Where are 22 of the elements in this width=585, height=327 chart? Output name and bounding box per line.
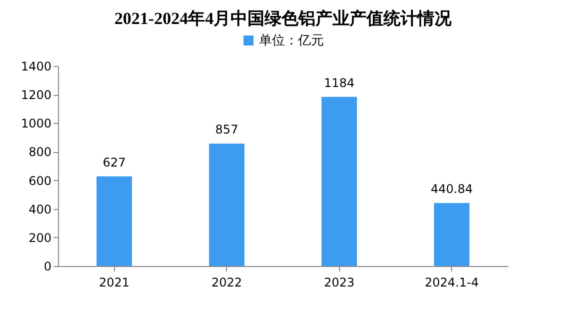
data-label: 627 bbox=[102, 155, 126, 170]
chart-title: 2021-2024年4月中国绿色铝产业产值统计情况 bbox=[114, 9, 453, 28]
y-tick-label: 600 bbox=[28, 174, 52, 188]
x-tick-label: 2021 bbox=[98, 276, 130, 290]
bar bbox=[322, 96, 357, 266]
bar bbox=[209, 144, 244, 266]
y-tick-label: 1400 bbox=[20, 60, 52, 74]
data-label: 440.84 bbox=[430, 182, 473, 196]
y-tick-label: 1000 bbox=[20, 116, 52, 131]
data-label: 1184 bbox=[324, 76, 355, 90]
data-label: 857 bbox=[215, 122, 238, 137]
y-tick-label: 400 bbox=[28, 202, 52, 216]
x-tick-label: 2022 bbox=[211, 276, 242, 290]
legend-label: 单位：亿元 bbox=[259, 34, 324, 48]
bar bbox=[434, 203, 470, 266]
x-tick-label: 2023 bbox=[324, 276, 355, 290]
y-tick-label: 800 bbox=[28, 145, 52, 160]
x-tick-label: 2024.1-4 bbox=[424, 276, 479, 290]
y-tick-label: 0 bbox=[44, 260, 52, 274]
y-tick-label: 200 bbox=[28, 230, 52, 245]
bar bbox=[96, 176, 132, 266]
y-tick-label: 1200 bbox=[20, 88, 52, 102]
